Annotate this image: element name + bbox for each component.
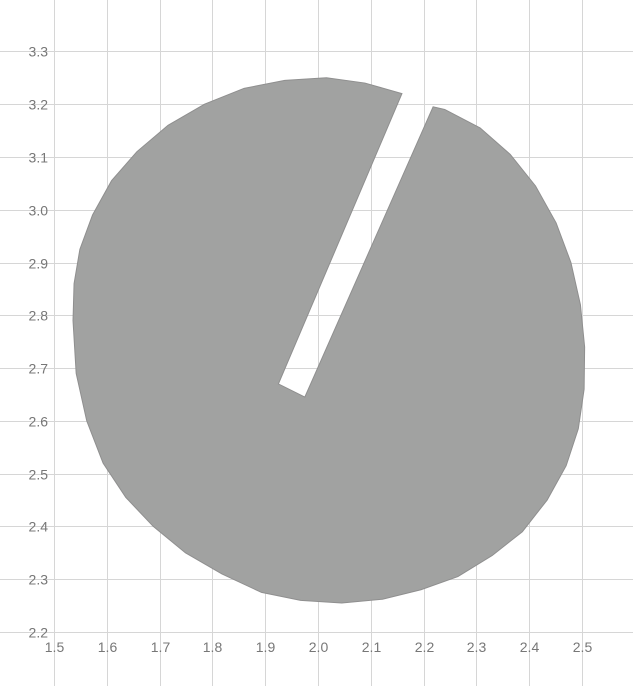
y-tick-label: 3.0 [29,203,49,219]
y-tick-label: 2.6 [29,414,49,430]
x-tick-label: 1.7 [151,639,171,655]
x-tick-label: 2.2 [415,639,435,655]
y-tick-label: 2.8 [29,308,49,324]
x-tick-label: 2.3 [467,639,487,655]
y-tick-label: 2.7 [29,361,49,377]
y-tick-label: 2.4 [29,519,49,535]
x-tick-label: 2.4 [520,639,540,655]
x-tick-label: 1.6 [98,639,118,655]
y-axis-tick-labels: 2.2 2.3 2.4 2.5 2.6 2.7 2.8 2.9 3.0 3.1 3.2 3.3 [29,44,49,641]
x-tick-label: 2.5 [573,639,593,655]
y-tick-label: 2.5 [29,467,49,483]
y-tick-label: 2.2 [29,625,49,641]
y-tick-label: 2.3 [29,572,49,588]
filled-shape [72,77,586,604]
y-tick-label: 3.1 [29,150,49,166]
y-tick-label: 3.3 [29,44,49,60]
x-tick-label: 2.0 [309,639,329,655]
x-axis-tick-labels: 1.5 1.6 1.7 1.8 1.9 2.0 2.1 2.2 2.3 2.4 2.5 [45,639,593,655]
y-tick-label: 2.9 [29,256,49,272]
x-tick-label: 2.1 [362,639,382,655]
x-tick-label: 1.8 [203,639,223,655]
shape-layer [72,77,586,604]
x-tick-label: 1.9 [256,639,276,655]
y-tick-label: 3.2 [29,97,49,113]
x-tick-label: 1.5 [45,639,65,655]
